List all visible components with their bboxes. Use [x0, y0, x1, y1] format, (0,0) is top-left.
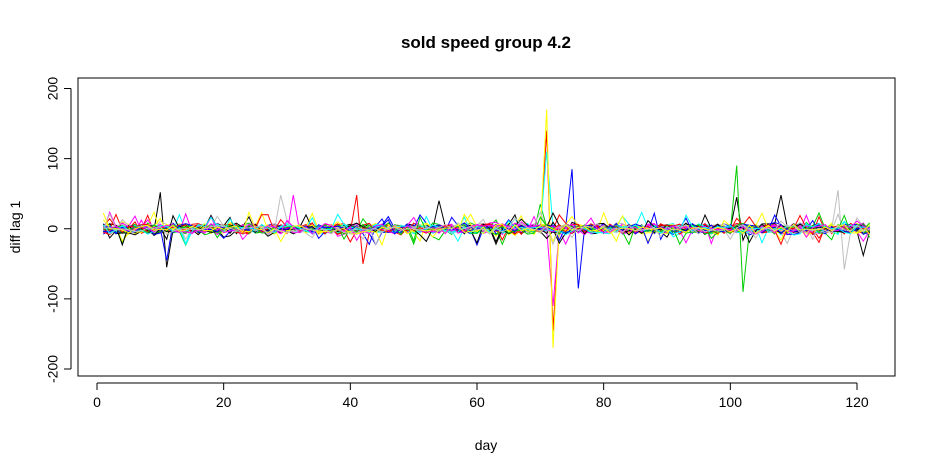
x-tick-label: 120 [845, 394, 869, 410]
x-tick-label: 60 [469, 394, 485, 410]
y-tick-label: 0 [45, 225, 61, 233]
x-tick-label: 20 [216, 394, 232, 410]
series-line [102, 211, 871, 235]
y-axis-label: diff lag 1 [7, 200, 23, 253]
series-line [103, 217, 870, 242]
chart-title: sold speed group 4.2 [401, 33, 571, 52]
y-axis: -200 -100 0 100 200 [45, 77, 72, 383]
x-axis-label: day [475, 437, 498, 453]
series-layer [102, 109, 871, 349]
y-tick-label: -200 [45, 355, 61, 383]
series-line [103, 217, 870, 246]
x-tick-label: 0 [93, 394, 101, 410]
x-tick-label: 40 [343, 394, 359, 410]
series-line [102, 195, 870, 306]
x-tick-label: 100 [719, 394, 743, 410]
series-line [102, 213, 870, 246]
y-tick-label: 200 [45, 77, 61, 101]
x-axis: 0 20 40 60 80 100 120 [93, 382, 869, 410]
y-tick-label: 100 [45, 147, 61, 171]
plot-area-border [77, 77, 896, 377]
x-tick-label: 80 [596, 394, 612, 410]
y-tick-label: -100 [45, 285, 61, 313]
